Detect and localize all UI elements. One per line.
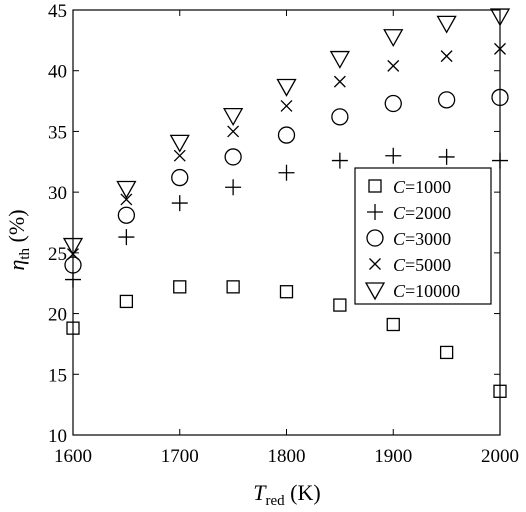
data-point (437, 91, 456, 109)
y-tick-label: 30 (48, 183, 67, 204)
data-point (118, 229, 135, 246)
data-point (491, 88, 509, 107)
data-point (439, 345, 454, 360)
y-tick-label: 15 (48, 365, 67, 386)
y-axis-label-main: η (4, 260, 29, 271)
data-point (171, 168, 189, 187)
data-point (116, 180, 137, 199)
legend-marker-plus (367, 204, 383, 220)
data-point (493, 384, 507, 398)
legend-label-5000: C=5000 (393, 255, 451, 275)
y-tick-label: 45 (48, 1, 67, 22)
series-x (67, 42, 506, 261)
legend-markers (364, 179, 386, 301)
data-point (385, 147, 402, 164)
data-point (226, 280, 240, 294)
data-point (436, 15, 457, 34)
y-axis-label-sub: th (17, 247, 33, 259)
x-axis-label: Tred (K) (253, 480, 320, 509)
data-point (329, 50, 350, 69)
data-point (223, 107, 244, 126)
legend-marker-x (369, 258, 381, 270)
data-point (438, 148, 455, 165)
data-point (224, 148, 242, 166)
data-point (173, 280, 187, 294)
x-tick-label: 1800 (268, 446, 306, 467)
x-tick-label: 1600 (54, 446, 92, 467)
data-point (62, 237, 84, 256)
y-axis-label: ηth (%) (4, 209, 33, 270)
data-point (227, 125, 240, 138)
data-point (492, 152, 508, 169)
y-tick-label: 10 (48, 426, 67, 447)
data-point (169, 134, 190, 153)
legend-label-2000: C=2000 (393, 203, 451, 223)
series-triangle-down (62, 8, 511, 256)
x-tick-label: 2000 (481, 446, 519, 467)
legend-marker-circle (366, 229, 384, 247)
data-point (120, 193, 133, 206)
legend-marker-triangle-down (364, 282, 386, 301)
data-point (279, 285, 294, 299)
data-point (171, 195, 188, 212)
data-point (119, 294, 134, 309)
data-point (331, 108, 349, 126)
y-tick-label: 25 (48, 244, 67, 265)
legend-label-1000: C=1000 (393, 177, 451, 197)
data-point (65, 271, 81, 288)
legend-label-3000: C=3000 (393, 229, 451, 249)
data-markers (62, 8, 511, 398)
data-point (387, 59, 400, 72)
data-point (494, 42, 506, 55)
x-axis-label-unit: (K) (285, 480, 321, 505)
data-point (276, 78, 297, 97)
y-axis-label-unit: (%) (4, 209, 29, 247)
series-square (66, 280, 507, 398)
data-point (117, 206, 136, 224)
data-point (489, 8, 511, 27)
legend: C=1000 C=2000 C=3000 C=5000 C=10000 (354, 167, 492, 305)
legend-marker-square (368, 179, 382, 193)
data-point (331, 152, 348, 169)
data-point (384, 94, 402, 113)
x-axis-label-main: T (253, 480, 267, 505)
data-point (383, 29, 404, 48)
axis-ticks: 1600 1700 1800 1900 2000 10 15 20 25 30 35 40 45 (48, 1, 519, 467)
y-tick-label: 35 (48, 122, 67, 143)
x-tick-label: 1700 (161, 446, 199, 467)
data-point (440, 50, 453, 63)
data-point (386, 317, 400, 332)
legend-label-10000: C=10000 (393, 281, 460, 301)
data-point (66, 321, 80, 335)
data-point (225, 179, 242, 196)
data-point (173, 149, 186, 162)
data-point (333, 298, 347, 312)
legend-box (354, 167, 492, 305)
data-point (277, 126, 296, 144)
x-tick-label: 1900 (374, 446, 412, 467)
data-point (280, 99, 293, 112)
data-point (278, 164, 295, 181)
series-plus (65, 147, 508, 288)
x-axis-label-sub: red (266, 493, 286, 509)
data-point (64, 256, 82, 274)
data-point (333, 75, 346, 88)
y-tick-label: 20 (48, 305, 67, 326)
y-tick-label: 40 (48, 62, 67, 83)
series-circle (64, 88, 509, 274)
